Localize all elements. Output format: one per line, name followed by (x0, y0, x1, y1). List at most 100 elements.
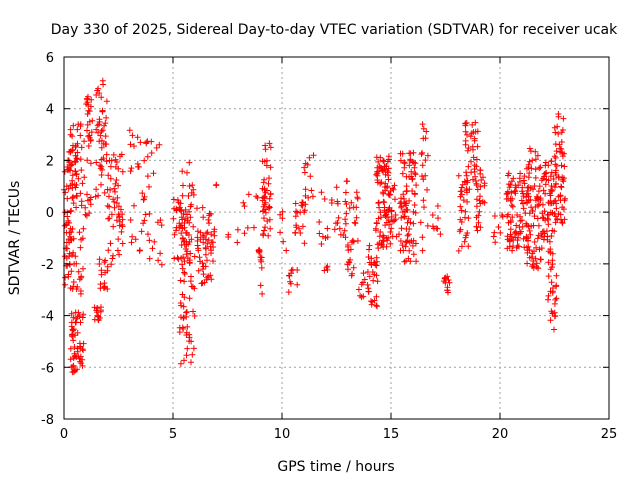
data-point (73, 192, 80, 199)
data-point (180, 182, 186, 189)
data-point (462, 208, 469, 215)
data-point (179, 265, 186, 272)
data-point (186, 159, 193, 166)
data-point (110, 223, 117, 230)
data-point (110, 252, 116, 259)
data-point (524, 249, 531, 256)
data-point (75, 175, 82, 182)
data-point (80, 311, 87, 318)
data-point (67, 345, 74, 352)
data-point (333, 184, 340, 191)
data-point (76, 340, 83, 347)
data-point (424, 186, 430, 193)
data-point (292, 230, 299, 236)
data-point (182, 246, 189, 252)
data-point (398, 225, 405, 232)
data-point (146, 183, 152, 190)
data-point (178, 214, 185, 221)
data-point (532, 166, 539, 173)
data-point (378, 240, 385, 247)
data-point (398, 195, 404, 202)
data-point (346, 205, 353, 212)
data-point (401, 213, 408, 220)
data-point (504, 245, 511, 252)
data-point (540, 215, 547, 222)
data-point (348, 272, 355, 279)
data-point (301, 240, 308, 247)
data-point (505, 170, 512, 177)
data-point (186, 295, 193, 302)
data-point (74, 126, 81, 133)
data-point (318, 241, 325, 247)
data-point (98, 307, 104, 314)
data-point (559, 153, 566, 160)
data-point (347, 246, 354, 253)
data-point (343, 210, 350, 217)
data-point (286, 272, 292, 279)
data-point (301, 209, 308, 216)
data-point (354, 237, 361, 244)
data-point (473, 156, 480, 163)
data-point (490, 233, 497, 240)
data-point (97, 165, 104, 172)
data-point (76, 276, 83, 283)
data-point (260, 231, 267, 237)
data-point (463, 186, 470, 192)
data-point (283, 247, 290, 254)
data-point (526, 227, 533, 234)
data-point (419, 234, 426, 241)
data-point (560, 206, 567, 213)
data-point (473, 203, 480, 210)
data-point (191, 285, 198, 292)
data-point (148, 150, 155, 156)
data-point (514, 237, 521, 244)
data-point (374, 168, 381, 175)
data-point (225, 231, 232, 238)
data-point (542, 181, 549, 188)
data-point (538, 245, 545, 252)
data-point (552, 219, 559, 226)
data-point (85, 102, 92, 108)
data-point (99, 77, 106, 84)
data-point (369, 269, 376, 275)
data-point (81, 174, 88, 181)
data-point (508, 202, 515, 209)
data-point (71, 350, 78, 357)
data-point (67, 208, 74, 215)
data-point (119, 240, 126, 247)
data-point (179, 324, 186, 331)
data-point (201, 279, 208, 286)
data-point (525, 193, 532, 200)
data-point (71, 344, 78, 350)
data-point (547, 249, 554, 256)
data-point (368, 298, 374, 305)
data-point (67, 237, 74, 244)
data-point (157, 217, 164, 224)
data-point (187, 214, 194, 221)
data-point (187, 250, 194, 257)
data-point (401, 195, 407, 202)
data-point (561, 216, 568, 223)
data-point (67, 233, 74, 240)
data-point (267, 144, 274, 151)
data-point (112, 163, 119, 170)
data-point (96, 121, 102, 128)
data-point (545, 221, 552, 228)
data-point (102, 269, 109, 276)
data-point (113, 200, 120, 206)
data-point (182, 215, 189, 222)
data-point (191, 313, 198, 319)
data-point (376, 204, 383, 211)
data-point (115, 236, 122, 243)
data-point (127, 168, 134, 175)
data-point (254, 194, 261, 201)
data-point (244, 224, 251, 231)
data-point (532, 156, 539, 163)
data-point (419, 173, 425, 180)
data-point (175, 256, 182, 263)
data-point (158, 261, 165, 268)
data-point (196, 254, 203, 261)
data-point (412, 209, 419, 216)
data-point (397, 247, 404, 254)
data-point (127, 141, 134, 148)
